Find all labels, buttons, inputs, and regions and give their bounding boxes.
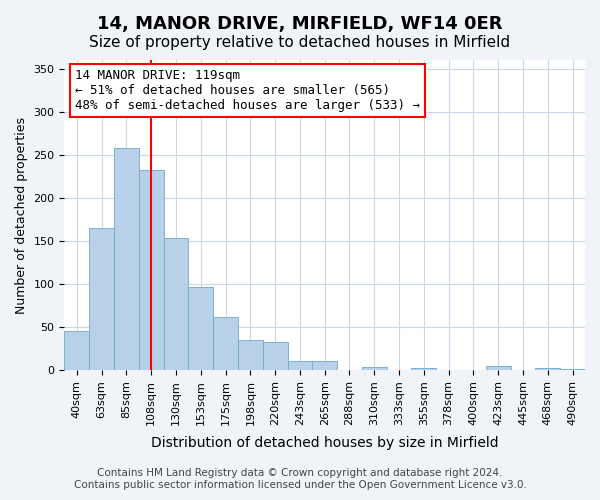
- Bar: [164, 238, 188, 370]
- Bar: [114, 148, 139, 370]
- Bar: [313, 362, 337, 370]
- Bar: [89, 228, 114, 370]
- Bar: [535, 368, 560, 370]
- Bar: [64, 332, 89, 370]
- Bar: [486, 366, 511, 370]
- Y-axis label: Number of detached properties: Number of detached properties: [15, 116, 28, 314]
- Text: 14, MANOR DRIVE, MIRFIELD, WF14 0ER: 14, MANOR DRIVE, MIRFIELD, WF14 0ER: [97, 15, 503, 33]
- Bar: [213, 316, 238, 370]
- Bar: [560, 369, 585, 370]
- Bar: [412, 368, 436, 370]
- Text: Contains HM Land Registry data © Crown copyright and database right 2024.
Contai: Contains HM Land Registry data © Crown c…: [74, 468, 526, 490]
- Text: 14 MANOR DRIVE: 119sqm
← 51% of detached houses are smaller (565)
48% of semi-de: 14 MANOR DRIVE: 119sqm ← 51% of detached…: [75, 70, 420, 112]
- Text: Size of property relative to detached houses in Mirfield: Size of property relative to detached ho…: [89, 35, 511, 50]
- Bar: [362, 368, 386, 370]
- Bar: [238, 340, 263, 370]
- Bar: [287, 362, 313, 370]
- Bar: [263, 342, 287, 370]
- Bar: [139, 170, 164, 370]
- Bar: [188, 286, 213, 370]
- X-axis label: Distribution of detached houses by size in Mirfield: Distribution of detached houses by size …: [151, 436, 499, 450]
